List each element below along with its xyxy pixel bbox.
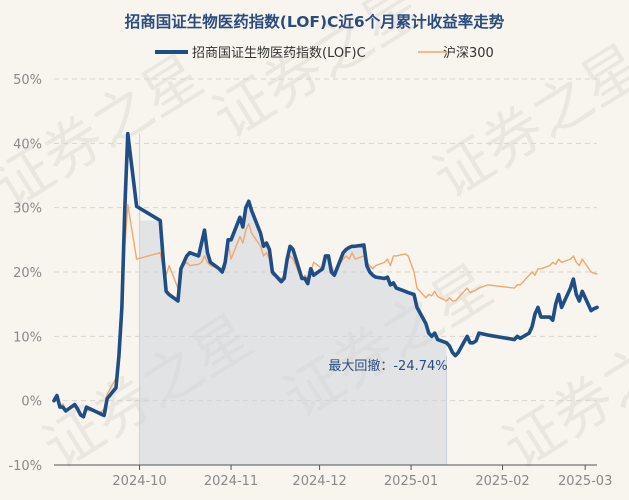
x-tick-label: 2024-12 [292, 474, 346, 489]
legend-label: 沪深300 [443, 45, 494, 61]
legend-label: 招商国证生物医药指数(LOF)C [192, 46, 366, 61]
x-tick-label: 2025-03 [558, 474, 612, 489]
x-tick-label: 2025-01 [384, 474, 438, 489]
x-tick-label: 2024-11 [204, 474, 258, 489]
y-tick-label: -10% [8, 459, 42, 474]
x-tick-label: 2024-10 [112, 474, 166, 489]
annotation: 最大回撤：-24.74% [328, 358, 447, 374]
series-lines [52, 131, 599, 419]
watermark-text: 证券之星 [0, 41, 214, 222]
y-tick-label: 50% [13, 73, 42, 88]
x-tick-label: 2025-02 [475, 474, 529, 489]
series-line-fund [52, 131, 599, 419]
x-axis [54, 464, 597, 470]
max-drawdown-label: 最大回撤：-24.74% [328, 358, 447, 374]
axis-labels: -10% 0% 10% 20% 30% 40% 50% 2024-10 2024-11 2024-… [8, 73, 612, 489]
legend: 招商国证生物医药指数(LOF)C 沪深300 [155, 45, 494, 61]
drawdown-fill [139, 201, 447, 465]
y-tick-label: 0% [21, 395, 42, 410]
y-tick-label: 30% [13, 202, 42, 217]
chart-title: 招商国证生物医药指数(LOF)C近6个月累计收益率走势 [125, 12, 505, 31]
y-tick-label: 20% [13, 266, 42, 281]
y-tick-label: 10% [13, 330, 42, 345]
y-tick-label: 40% [13, 137, 42, 152]
watermark-text: 证券之星 [491, 301, 629, 482]
drawdown-area [139, 133, 447, 465]
